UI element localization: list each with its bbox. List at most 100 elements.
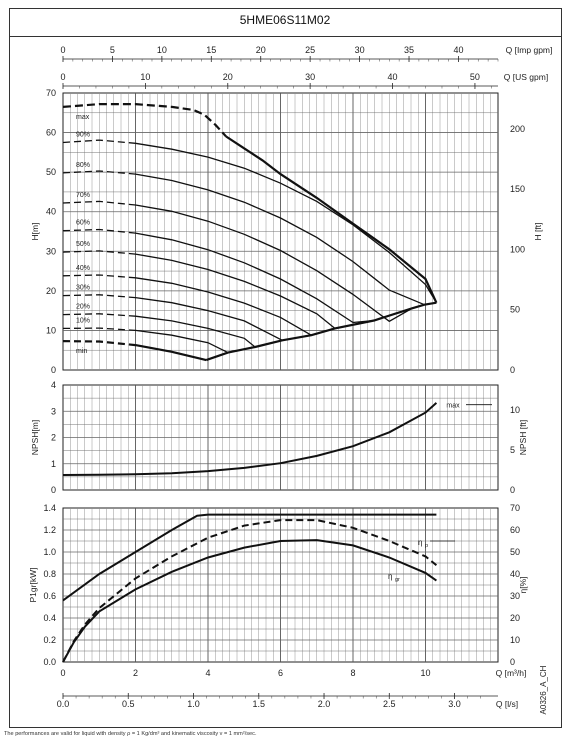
curve-10pct [135,329,229,354]
ls-tick-label: 1.0 [187,699,200,709]
imp-gpm-tick-label: 20 [256,45,266,55]
power-y-tick-label: 0.2 [43,635,56,645]
head-y2-tick-label: 150 [510,184,525,194]
head-y-tick-label: 10 [46,325,56,335]
head-y-tick-label: 70 [46,88,56,98]
head-y-tick-label: 50 [46,167,56,177]
chart-title: 5HME06S11M02 [239,13,331,27]
sheet-frame [9,8,562,728]
curve-50pct [135,253,336,329]
curve-50pct-dashed [62,250,136,255]
ls-axis-title: Q [l/s] [496,699,518,709]
npsh-y-axis-title: NPSH[m] [30,420,40,455]
x-m3h-tick-label: 6 [278,668,283,678]
head-y-tick-label: 40 [46,207,56,217]
eff-y2-tick-label: 10 [510,635,520,645]
eff-y2-axis-title: η[%] [518,576,528,593]
curve-min [135,344,207,362]
curve-30pct [135,296,283,341]
curve-label-70pct: 70% [76,192,90,199]
us-gpm-tick-label: 50 [470,72,480,82]
x-m3h-tick-label: 10 [420,668,430,678]
curve-power [62,513,437,602]
imp-gpm-tick-label: 40 [453,45,463,55]
x-m3h-axis-title: Q [m³/h] [496,668,527,678]
imp-gpm-tick-label: 25 [305,45,315,55]
npsh-y-tick-label: 0 [51,485,56,495]
curve-min-dashed [62,340,136,347]
curve-90pct-dashed [62,139,136,144]
side-code: A0326_A_CH [539,665,548,714]
x-m3h-tick-label: 4 [205,668,210,678]
head-y-tick-label: 30 [46,246,56,256]
curve-label-30pct: 30% [76,285,90,292]
head-y2-tick-label: 0 [510,365,515,375]
x-m3h-tick-label: 8 [350,668,355,678]
eff-y2-tick-label: 0 [510,657,515,667]
npsh-y2-tick-label: 5 [510,445,515,455]
npsh-y2-tick-label: 0 [510,485,515,495]
npsh-y2-tick-label: 10 [510,405,520,415]
power-y-tick-label: 1.4 [43,503,56,513]
curve-label-50pct: 50% [76,241,90,248]
curve-60pct [135,232,375,324]
eff-y2-tick-label: 50 [510,547,520,557]
head-y2-tick-label: 50 [510,305,520,315]
curve-label-40pct: 40% [76,265,90,272]
head-y-axis-title: H[m] [30,223,40,241]
eff-y2-tick-label: 70 [510,503,520,513]
npsh-y-tick-label: 2 [51,433,56,443]
npsh-y-tick-label: 4 [51,380,56,390]
head-y2-axis-title: H [ft] [533,223,543,241]
power-y-axis-title: P1gr[kW] [28,568,38,603]
footnote: The performances are valid for liquid wi… [4,731,257,737]
x-m3h-tick-label: 0 [60,668,65,678]
curve-80pct [135,173,425,306]
curve-label-max: max [76,114,90,121]
imp-gpm-axis-label: Q [Imp gpm] [506,45,553,55]
us-gpm-tick-label: 10 [140,72,150,82]
curve-limit [205,301,437,362]
power-y-tick-label: 0.6 [43,591,56,601]
x-m3h-tick-label: 2 [133,668,138,678]
curve-70pct [135,204,413,323]
curve-label-10pct: 10% [76,317,90,324]
curve-label-60pct: 60% [76,220,90,227]
curve-90pct [135,142,437,304]
us-gpm-tick-label: 30 [305,72,315,82]
curve-60pct-dashed [62,228,136,234]
imp-gpm-tick-label: 30 [355,45,365,55]
power-y-tick-label: 1.2 [43,525,56,535]
curve-20pct-dashed [62,313,136,317]
curve-40pct [135,277,312,336]
power-y-tick-label: 0.8 [43,569,56,579]
curve-eta-p [62,519,438,663]
power-y-tick-label: 0.0 [43,657,56,667]
head-y2-tick-label: 200 [510,124,525,134]
curve-30pct-dashed [62,294,136,299]
ls-tick-label: 0.5 [122,699,135,709]
head-y-tick-label: 60 [46,128,56,138]
npsh-y-tick-label: 3 [51,406,56,416]
curve-eta-gr [62,539,437,663]
eta-p-label: η [418,538,422,547]
ls-tick-label: 2.0 [318,699,331,709]
imp-gpm-tick-label: 35 [404,45,414,55]
curve-max [225,135,438,304]
us-gpm-tick-label: 40 [388,72,398,82]
curve-label-90pct: 90% [76,131,90,138]
eta-p-subscript: p [425,543,428,549]
imp-gpm-tick-label: 5 [110,45,115,55]
us-gpm-axis-label: Q [US gpm] [504,72,548,82]
curve-20pct [135,315,256,348]
eff-y2-tick-label: 60 [510,525,520,535]
curve-70pct-dashed [62,200,136,206]
us-gpm-tick-label: 20 [223,72,233,82]
power-y-tick-label: 0.4 [43,613,56,623]
npsh-y-tick-label: 1 [51,459,56,469]
eta-gr-subscript: gr [395,577,400,583]
ls-tick-label: 0.0 [57,699,70,709]
eff-y2-tick-label: 40 [510,569,520,579]
